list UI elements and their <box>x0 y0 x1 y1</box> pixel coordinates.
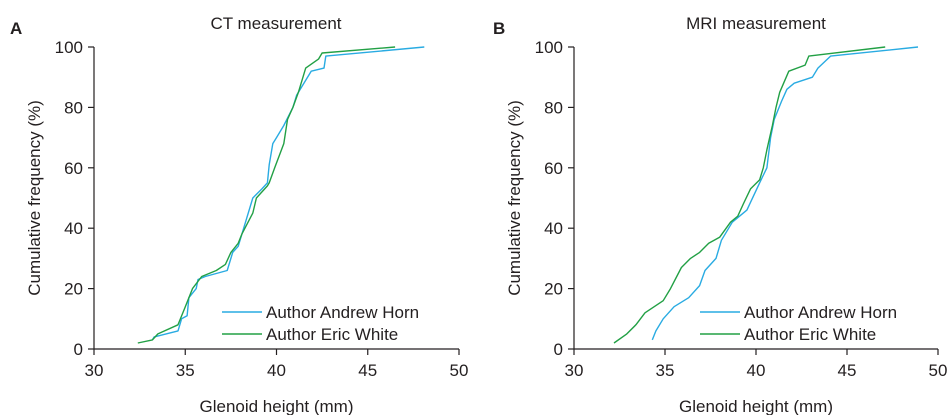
legend-label-1: Author Andrew Horn <box>744 303 897 322</box>
y-tick-label: 20 <box>64 280 83 299</box>
x-axis-label: Glenoid height (mm) <box>199 397 353 415</box>
y-tick-label: 0 <box>554 340 563 359</box>
y-tick-label: 80 <box>64 98 83 117</box>
x-tick-label: 45 <box>838 361 857 380</box>
y-tick-label: 100 <box>535 38 563 57</box>
x-tick-label: 40 <box>747 361 766 380</box>
panel-label: A <box>10 19 22 38</box>
y-tick-label: 60 <box>64 159 83 178</box>
legend: Author Andrew Horn Author Eric White <box>222 303 419 344</box>
legend: Author Andrew Horn Author Eric White <box>700 303 897 344</box>
legend-label-1: Author Andrew Horn <box>266 303 419 322</box>
x-tick-label: 30 <box>565 361 584 380</box>
chart-panel-b: B MRI measurement 0 20 40 60 80 100 30 35 40 45 50 Gl… <box>493 14 947 415</box>
series-line-1 <box>151 46 425 341</box>
x-tick-label: 35 <box>656 361 675 380</box>
y-tick-label: 60 <box>544 159 563 178</box>
y-tick-label: 80 <box>544 98 563 117</box>
y-tick-label: 20 <box>544 280 563 299</box>
x-axis-label: Glenoid height (mm) <box>679 397 833 415</box>
series-line-1 <box>651 46 919 341</box>
chart-panel-a: A CT measurement 0 20 40 60 80 100 30 35 40 45 50 Gle… <box>10 14 468 415</box>
series-line-2 <box>613 46 886 344</box>
legend-label-2: Author Eric White <box>266 325 398 344</box>
x-tick-label: 50 <box>450 361 469 380</box>
chart-title: MRI measurement <box>686 14 826 33</box>
x-tick-label: 35 <box>176 361 195 380</box>
y-axis-label: Cumulative frequency (%) <box>505 100 524 296</box>
y-tick-label: 40 <box>544 219 563 238</box>
y-tick-label: 40 <box>64 219 83 238</box>
y-axis-label: Cumulative frequency (%) <box>25 100 44 296</box>
panel-label: B <box>493 19 505 38</box>
x-tick-label: 50 <box>929 361 948 380</box>
chart-title: CT measurement <box>210 14 341 33</box>
y-tick-label: 0 <box>74 340 83 359</box>
series-line-2 <box>137 46 396 344</box>
legend-label-2: Author Eric White <box>744 325 876 344</box>
x-tick-label: 40 <box>267 361 286 380</box>
y-tick-label: 100 <box>55 38 83 57</box>
x-tick-label: 45 <box>358 361 377 380</box>
x-tick-label: 30 <box>85 361 104 380</box>
